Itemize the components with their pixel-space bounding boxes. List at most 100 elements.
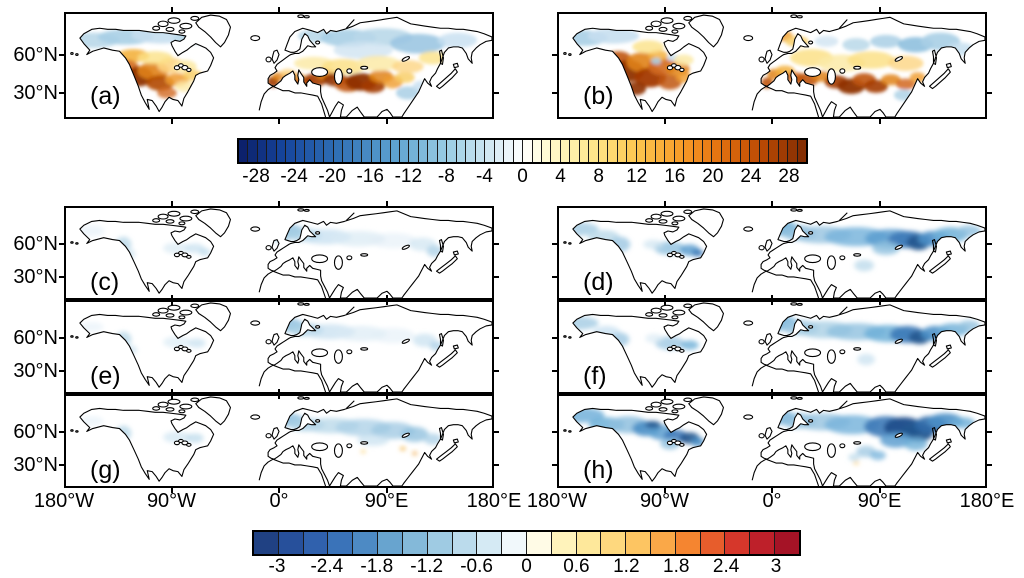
axis-tick (494, 242, 499, 245)
lat-tick-label: 60°N (13, 43, 58, 66)
colorbar-top-tick-label: 16 (664, 166, 686, 187)
colorbar-top-tick-label: 4 (555, 166, 566, 187)
colorbar-cell (267, 140, 277, 162)
axis-tick (385, 119, 388, 124)
colorbar-cell (775, 532, 799, 554)
axis-tick (170, 7, 173, 12)
axis-tick (385, 488, 388, 493)
map-canvas-b (563, 14, 985, 117)
axis-tick (771, 300, 773, 305)
lon-tick-label: 0° (269, 490, 289, 512)
axis-tick (552, 370, 557, 373)
colorbar-cell (636, 140, 647, 162)
axis-tick (663, 488, 666, 493)
panel-letter-b: (b) (583, 82, 614, 110)
panel-letter-c: (c) (90, 268, 120, 296)
axis-tick (663, 300, 666, 305)
axis-tick (494, 430, 499, 433)
colorbar-bottom (252, 530, 801, 556)
colorbar-bottom-tick-label: 3 (770, 556, 782, 577)
colorbar-cell (601, 532, 627, 554)
colorbar-cell (428, 140, 438, 162)
colorbar-cell (466, 140, 476, 162)
axis-tick (878, 119, 881, 124)
lon-tick-label: 0° (762, 490, 782, 512)
lon-tick-label: 180°E (959, 490, 1015, 512)
colorbar-cell (371, 140, 382, 162)
map-canvas-a (70, 14, 492, 117)
axis-tick (170, 488, 173, 493)
map-canvas-c (70, 208, 492, 298)
axis-tick (278, 394, 280, 399)
colorbar-cell (693, 140, 703, 162)
axis-tick (59, 92, 64, 95)
axis-tick (278, 295, 280, 300)
colorbar-cell (655, 140, 666, 162)
panel-letter-h: (h) (583, 456, 614, 484)
axis-tick (878, 295, 881, 300)
map-panel-e: (e) (64, 300, 494, 394)
axis-tick (987, 92, 992, 95)
colorbar-top (237, 138, 808, 164)
colorbar-cell (579, 140, 590, 162)
axis-tick (170, 300, 173, 305)
axis-tick (59, 464, 64, 467)
axis-tick (987, 430, 992, 433)
colorbar-cell (475, 140, 486, 162)
map-panel-g: (g) (64, 394, 494, 488)
colorbar-cell (390, 140, 400, 162)
colorbar-top-tick-label: 20 (702, 166, 724, 187)
colorbar-top-tick-label: -20 (318, 166, 346, 187)
axis-tick (385, 394, 388, 399)
colorbar-cell (532, 140, 542, 162)
axis-tick (878, 201, 881, 206)
axis-tick (170, 389, 173, 394)
axis-tick (987, 370, 992, 373)
colorbar-cell (721, 140, 732, 162)
colorbar-cell (674, 140, 685, 162)
colorbar-cell (239, 140, 249, 162)
colorbar-bottom-tick-label: 2.4 (712, 556, 740, 577)
axis-tick (878, 300, 881, 305)
axis-tick (663, 201, 666, 206)
lon-tick-label: 180°W (526, 490, 588, 512)
axis-tick (663, 394, 666, 399)
axis-tick (771, 201, 773, 206)
axis-tick (987, 336, 992, 339)
colorbar-cell (759, 140, 770, 162)
colorbar-cell (551, 532, 577, 554)
colorbar-cell (513, 140, 524, 162)
colorbar-cell (248, 140, 258, 162)
axis-tick (878, 394, 881, 399)
colorbar-cell (570, 140, 580, 162)
colorbar-top-tick-label: -16 (356, 166, 384, 187)
colorbar-cell (485, 140, 495, 162)
axis-tick (59, 53, 64, 56)
colorbar-cell (303, 532, 329, 554)
lat-tick-label: 30°N (13, 266, 58, 289)
axis-tick (987, 464, 992, 467)
axis-tick (552, 336, 557, 339)
map-canvas-f (563, 302, 985, 392)
lon-tick-label: 90°W (146, 490, 197, 512)
colorbar-cell (447, 140, 457, 162)
colorbar-cell (651, 532, 676, 554)
axis-tick (494, 276, 499, 279)
axis-tick (59, 336, 64, 339)
colorbar-cell (740, 140, 751, 162)
colorbar-cell (409, 140, 419, 162)
axis-tick (59, 430, 64, 433)
colorbar-cell (526, 532, 552, 554)
colorbar-cell (523, 140, 533, 162)
colorbar-top-tick-label: 24 (740, 166, 762, 187)
colorbar-cell (452, 532, 478, 554)
lat-tick-label: 30°N (13, 454, 58, 477)
axis-tick (385, 7, 388, 12)
colorbar-top-tick-label: -4 (475, 166, 493, 187)
axis-tick (663, 7, 666, 12)
colorbar-bottom-tick-label: -1.8 (360, 556, 394, 577)
axis-tick (278, 7, 280, 12)
panel-letter-f: (f) (583, 362, 607, 390)
axis-tick (771, 7, 773, 12)
